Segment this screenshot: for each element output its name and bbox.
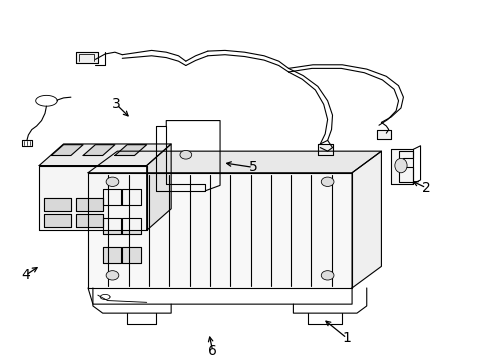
Circle shape	[106, 271, 119, 280]
Polygon shape	[39, 144, 171, 166]
Polygon shape	[122, 189, 141, 205]
Polygon shape	[51, 145, 83, 156]
Text: 4: 4	[21, 268, 30, 282]
Polygon shape	[115, 145, 146, 156]
Circle shape	[321, 271, 333, 280]
Text: 2: 2	[421, 181, 430, 195]
Polygon shape	[317, 144, 332, 155]
Text: 6: 6	[208, 344, 217, 358]
Polygon shape	[122, 247, 141, 263]
Polygon shape	[76, 198, 102, 211]
Text: 3: 3	[112, 97, 121, 111]
Polygon shape	[88, 151, 381, 173]
Polygon shape	[102, 189, 121, 205]
Polygon shape	[102, 218, 121, 234]
Polygon shape	[44, 198, 71, 211]
Polygon shape	[76, 52, 98, 63]
Polygon shape	[44, 214, 71, 227]
Polygon shape	[88, 173, 351, 288]
Circle shape	[321, 177, 333, 186]
Polygon shape	[351, 151, 381, 288]
Polygon shape	[376, 130, 390, 139]
Polygon shape	[146, 144, 171, 230]
Text: 1: 1	[342, 331, 351, 345]
Polygon shape	[76, 214, 102, 227]
Polygon shape	[390, 149, 412, 184]
Ellipse shape	[394, 158, 406, 173]
Text: 5: 5	[248, 160, 257, 174]
Polygon shape	[83, 145, 115, 156]
Circle shape	[180, 150, 191, 159]
Polygon shape	[102, 247, 121, 263]
Polygon shape	[39, 166, 146, 230]
Polygon shape	[122, 218, 141, 234]
Circle shape	[106, 177, 119, 186]
